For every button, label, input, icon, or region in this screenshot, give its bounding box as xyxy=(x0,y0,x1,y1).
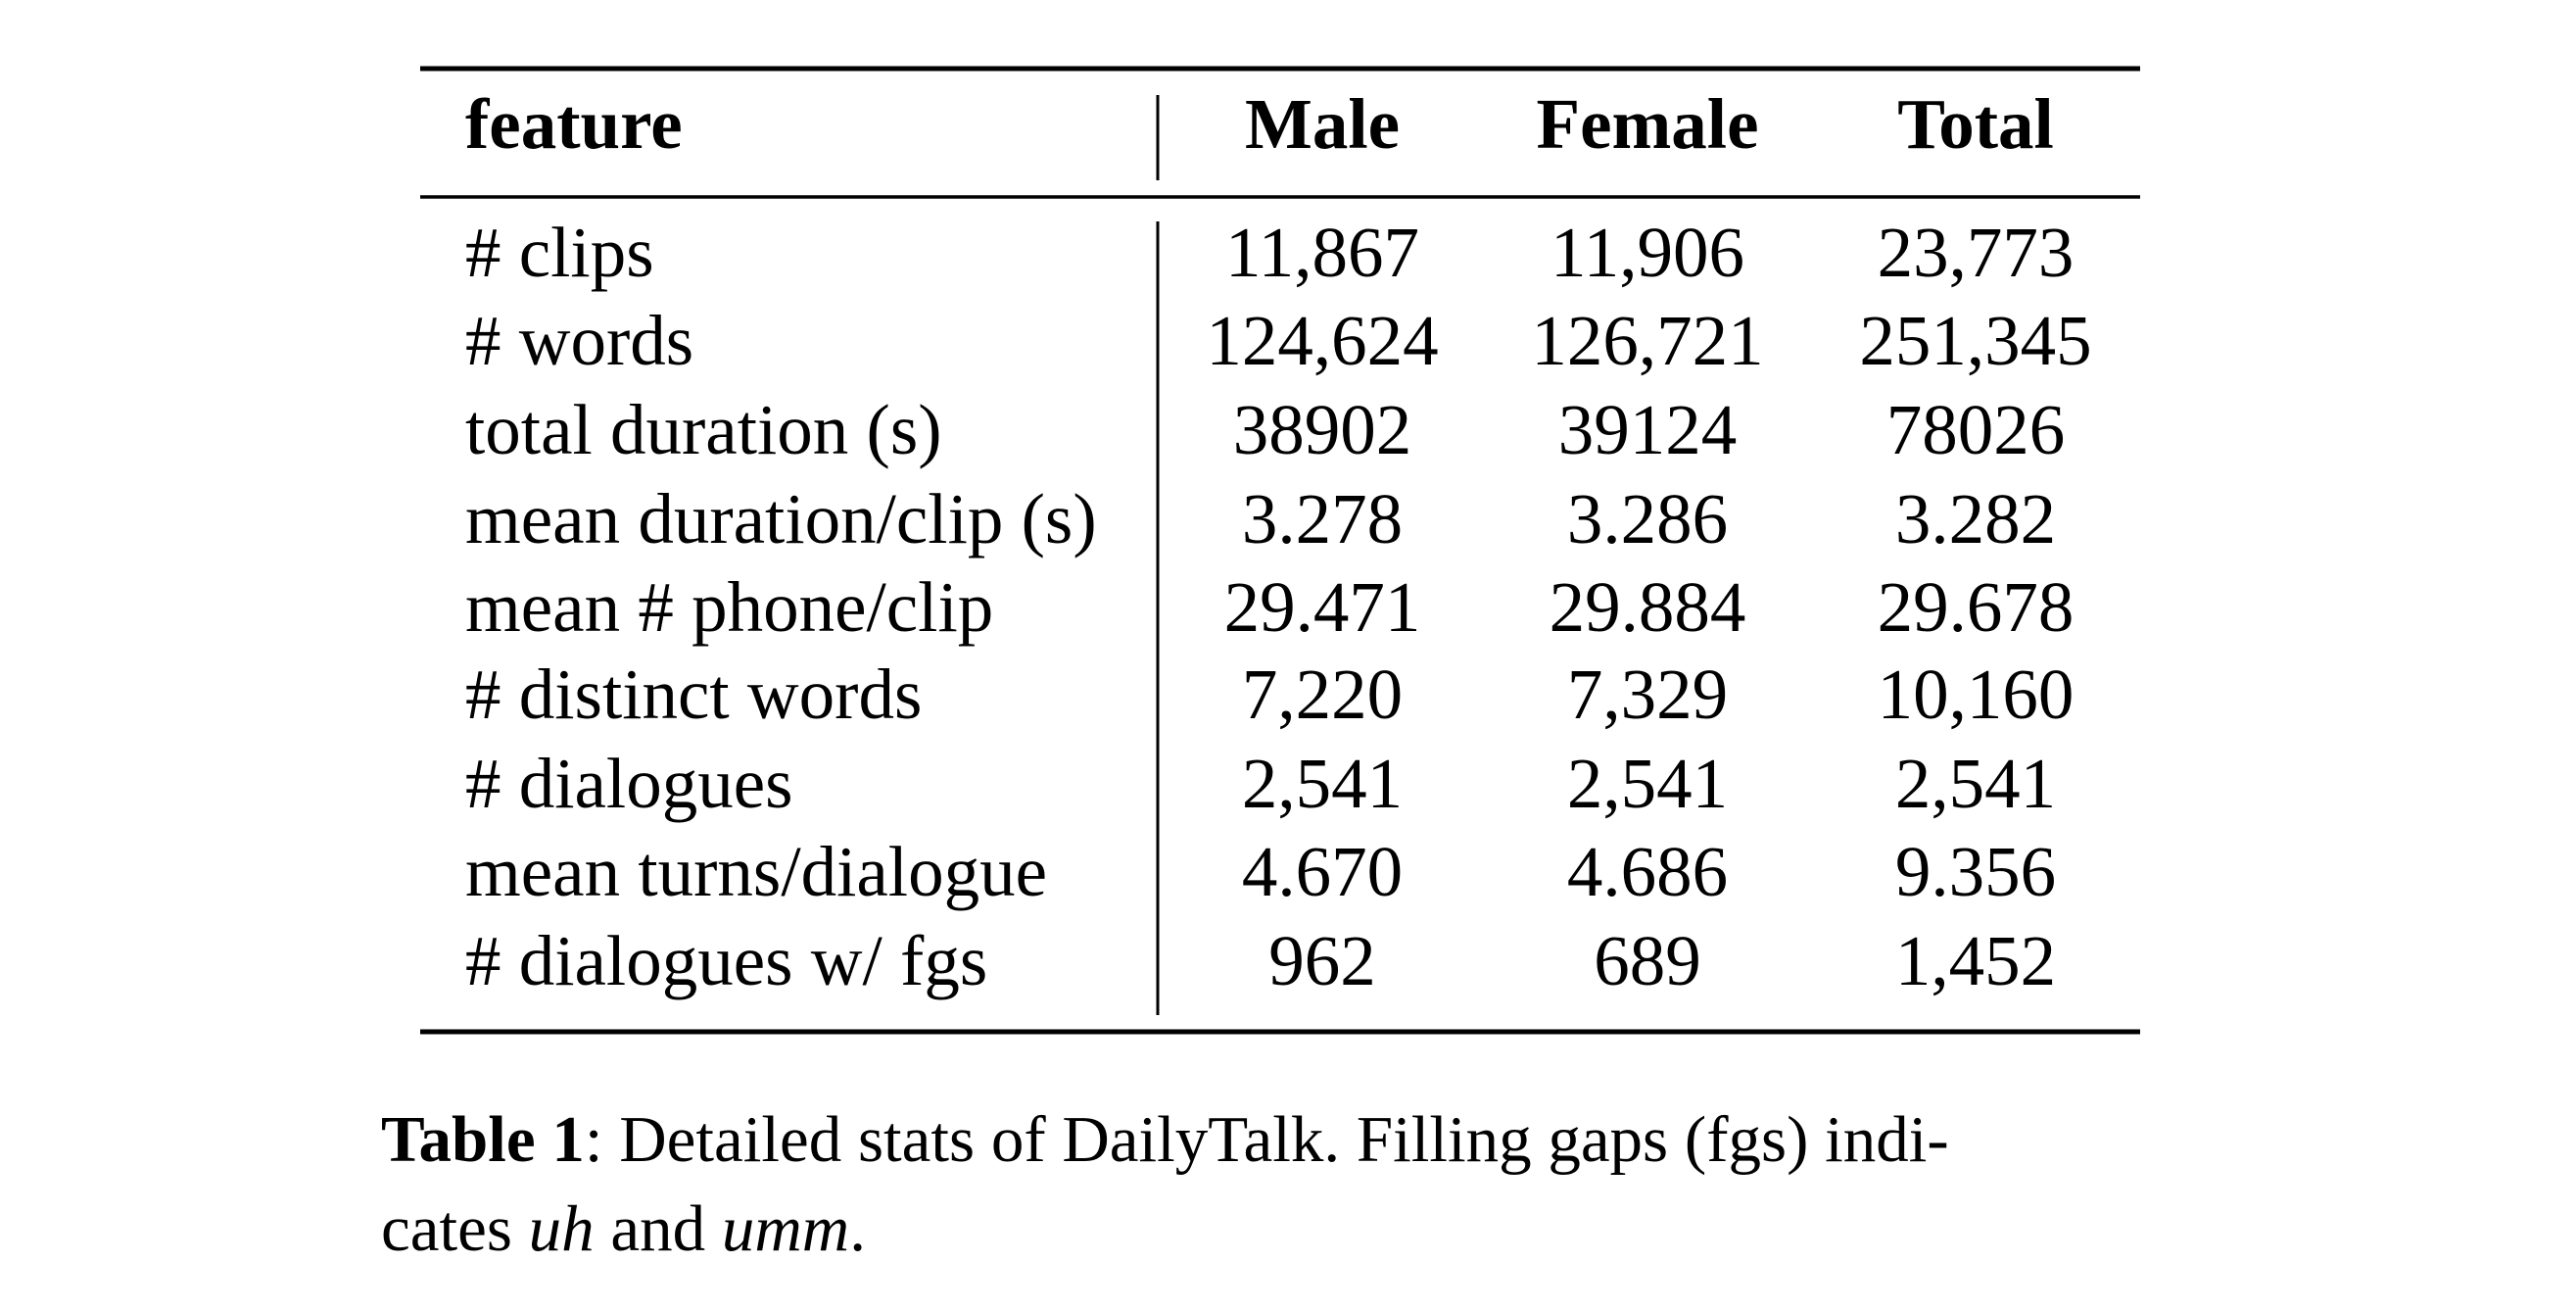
header-cell: Female xyxy=(1537,84,1759,164)
caption-term: umm xyxy=(722,1192,849,1265)
cell: 2,541 xyxy=(1567,744,1728,823)
caption-term: uh xyxy=(529,1192,595,1265)
cell: 39124 xyxy=(1558,390,1738,469)
row-label: # dialogues w/ fgs xyxy=(465,921,987,1000)
cell: 962 xyxy=(1268,921,1376,1000)
cell: 1,452 xyxy=(1895,921,2056,1000)
cell: 2,541 xyxy=(1242,744,1403,823)
cell: 23,773 xyxy=(1878,213,2075,292)
cell: 7,220 xyxy=(1242,655,1403,734)
header-cell: Male xyxy=(1245,84,1400,164)
row-label: # distinct words xyxy=(465,655,922,734)
row-label: # words xyxy=(465,301,693,380)
cell: 11,867 xyxy=(1225,213,1419,292)
header-cell: feature xyxy=(465,84,683,164)
table: feature Male Female Total # clips 11,867 11,90… xyxy=(465,84,2092,1000)
cell: 29.884 xyxy=(1550,567,1746,647)
cell: 78026 xyxy=(1886,390,2066,469)
cell: 29.471 xyxy=(1224,567,1421,647)
caption-text: cates xyxy=(381,1192,529,1265)
cell: 2,541 xyxy=(1895,744,2056,823)
header-cell: Total xyxy=(1897,84,2054,164)
caption-line: Table 1: Detailed stats of DailyTalk. Fi… xyxy=(381,1103,1949,1176)
cell: 10,160 xyxy=(1878,655,2075,734)
row-label: # clips xyxy=(465,213,654,292)
row-label: mean # phone/clip xyxy=(465,567,993,647)
cell: 126,721 xyxy=(1531,301,1763,380)
caption-text: . xyxy=(849,1192,866,1265)
cell: 124,624 xyxy=(1206,301,1438,380)
cell: 4.670 xyxy=(1242,832,1403,911)
row-label: mean turns/dialogue xyxy=(465,832,1047,911)
caption-text: : Detailed stats of DailyTalk. Filling g… xyxy=(585,1103,1949,1176)
caption-label: Table 1 xyxy=(381,1103,585,1176)
cell: 689 xyxy=(1594,921,1701,1000)
row-label: # dialogues xyxy=(465,744,793,823)
cell: 251,345 xyxy=(1859,301,2091,380)
row-label: total duration (s) xyxy=(465,390,942,469)
cell: 3.278 xyxy=(1242,479,1403,558)
cell: 9.356 xyxy=(1895,832,2056,911)
cell: 3.286 xyxy=(1567,479,1728,558)
cell: 4.686 xyxy=(1567,832,1728,911)
cell: 11,906 xyxy=(1550,213,1744,292)
caption-line: cates uh and umm. xyxy=(381,1192,866,1265)
cell: 7,329 xyxy=(1567,655,1728,734)
cell: 3.282 xyxy=(1895,479,2056,558)
row-label: mean duration/clip (s) xyxy=(465,479,1097,558)
caption-text: and xyxy=(595,1192,722,1265)
cell: 29.678 xyxy=(1878,567,2075,647)
cell: 38902 xyxy=(1233,390,1412,469)
